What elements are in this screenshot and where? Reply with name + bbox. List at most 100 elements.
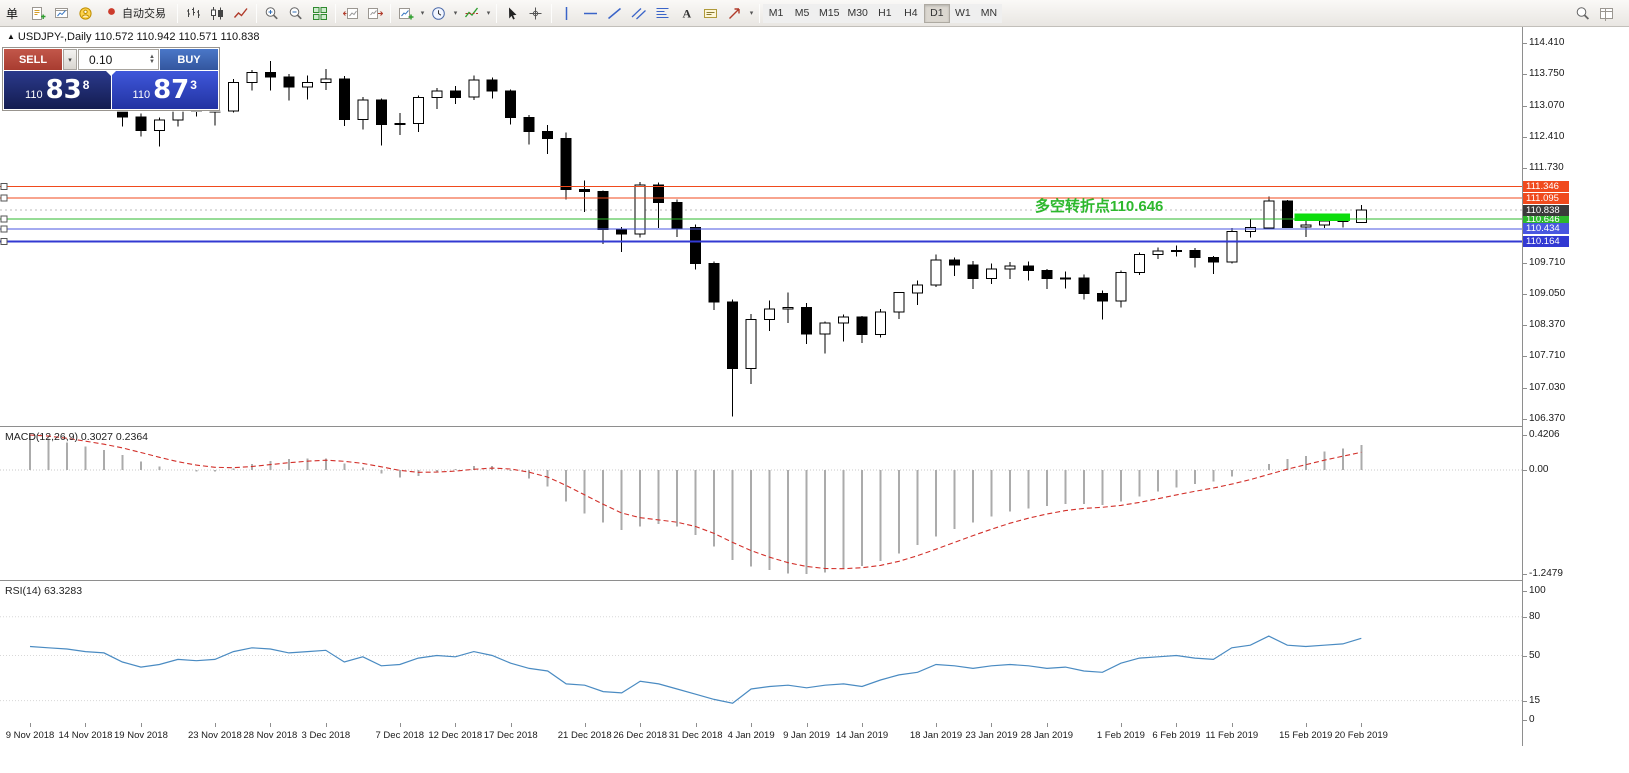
time-tick [1361, 723, 1363, 727]
panel-separator[interactable] [0, 426, 1629, 427]
timeframe-w1-button[interactable]: W1 [949, 3, 976, 23]
fibonacci-button[interactable] [651, 3, 675, 24]
layout-button[interactable] [1595, 3, 1619, 24]
candle [1023, 261, 1034, 281]
candle [634, 181, 646, 238]
text-label-button[interactable] [699, 3, 723, 24]
arrows-dropdown[interactable]: ▾ [749, 10, 754, 17]
time-axis-label: 28 Jan 2019 [1020, 730, 1074, 741]
line-anchor[interactable] [0, 238, 8, 246]
panel-separator[interactable] [0, 580, 1629, 581]
timeframe-m15-button[interactable]: M15 [815, 3, 844, 23]
candlestick-chart-button[interactable] [205, 3, 229, 24]
candle [1115, 270, 1127, 308]
time-tick [640, 723, 642, 727]
cursor-button[interactable] [500, 3, 524, 24]
new-chart-dropdown[interactable]: ▾ [420, 10, 425, 17]
tile-windows-button[interactable] [308, 3, 332, 24]
timeframe-m1-button[interactable]: M1 [763, 3, 790, 23]
timeframe-h1-button[interactable]: H1 [871, 3, 898, 23]
highlight-rectangle[interactable] [1294, 213, 1351, 222]
chart-shift-button[interactable] [339, 3, 363, 24]
horizontal-line-button[interactable] [579, 3, 603, 24]
new-order-button[interactable] [26, 3, 50, 24]
line-anchor[interactable] [0, 215, 8, 223]
timeframe-m30-button[interactable]: M30 [843, 3, 872, 23]
time-tick [1176, 723, 1178, 727]
toolbar-separator [256, 3, 258, 23]
trendline-button[interactable] [603, 3, 627, 24]
arrows-button[interactable] [723, 3, 747, 24]
time-axis-label: 23 Jan 2019 [965, 730, 1018, 741]
candle [1170, 245, 1182, 257]
period-clock-button[interactable] [427, 3, 451, 24]
tile-windows-icon [313, 6, 328, 20]
time-axis-label: 12 Dec 2018 [428, 730, 483, 741]
indicators-dropdown[interactable]: ▾ [486, 10, 491, 17]
sell-price-pip: 8 [82, 77, 90, 92]
time-tick [1046, 723, 1048, 727]
line-anchor[interactable] [0, 194, 8, 202]
zoom-in-button[interactable] [260, 3, 284, 24]
line-anchor[interactable] [0, 182, 8, 190]
time-tick [1305, 723, 1307, 727]
zoom-in-icon [265, 6, 278, 19]
axis-tick [1523, 136, 1527, 138]
volume-spinner[interactable]: ▲ ▼ [149, 53, 155, 65]
price-axis-label: 0.4206 [1529, 428, 1560, 440]
sell-price[interactable]: 110 83 8 [4, 71, 111, 109]
search-button[interactable] [1571, 3, 1595, 24]
timeframe-mn-button[interactable]: MN [975, 3, 1002, 23]
time-axis-label: 6 Feb 2019 [1152, 730, 1201, 741]
candle [1096, 290, 1108, 320]
crosshair-button[interactable] [524, 3, 548, 24]
time-axis-label: 19 Nov 2018 [114, 730, 168, 741]
chart-window-button[interactable] [50, 3, 74, 24]
horizontal-line-icon [584, 12, 598, 14]
buy-button[interactable]: BUY [160, 49, 218, 70]
volume-field[interactable]: 0.10 ▲ ▼ [78, 49, 159, 70]
toolbar: 单 自动交易 ▾ ▾ ▾ A ▾ M1 M5 M15 M30 H1 H4 D1 W1 MN [0, 0, 1629, 27]
vertical-line-button[interactable] [555, 3, 579, 24]
zoom-out-button[interactable] [284, 3, 308, 24]
time-axis: 9 Nov 2018 14 Nov 2018 19 Nov 2018 23 Nov 2… [0, 723, 1522, 746]
timeframe-h4-button[interactable]: H4 [897, 3, 924, 23]
time-axis-label: 17 Dec 2018 [483, 730, 538, 741]
indicators-button[interactable] [460, 3, 484, 24]
autotrading-button[interactable]: 自动交易 [98, 3, 174, 24]
timeframe-d1-button[interactable]: D1 [923, 3, 950, 23]
drawing-tools-group: A ▾ [555, 3, 756, 24]
period-clock-dropdown[interactable]: ▾ [453, 10, 458, 17]
sell-button[interactable]: SELL [4, 49, 62, 70]
line-chart-button[interactable] [229, 3, 253, 24]
bar-chart-button[interactable] [181, 3, 205, 24]
auto-scroll-button[interactable] [363, 3, 387, 24]
pivot-annotation[interactable]: 多空转折点110.646 [1035, 198, 1164, 215]
indicators-icon [464, 7, 479, 17]
price-axis-label: 113.750 [1529, 67, 1565, 79]
price-axis: 114.410 113.750 113.070 112.410 111.730 109.7… [1523, 27, 1629, 746]
equidistant-channel-button[interactable] [627, 3, 651, 24]
candle [708, 261, 720, 310]
time-axis-label: 9 Jan 2019 [783, 730, 831, 741]
time-tick [30, 723, 31, 727]
zoom-out-icon [289, 6, 302, 19]
timeframe-m5-button[interactable]: M5 [789, 3, 816, 23]
price-axis-label: 108.370 [1529, 319, 1566, 331]
candle [1078, 274, 1090, 300]
menu-label[interactable]: 单 [6, 6, 19, 21]
volume-dropdown-button[interactable]: ▾ [63, 49, 77, 70]
toolbar-separator [390, 3, 392, 23]
new-chart-button[interactable] [394, 3, 418, 24]
level-price-tag: 111.095 [1523, 192, 1569, 204]
line-anchor[interactable] [0, 225, 8, 233]
buy-price[interactable]: 110 87 3 [111, 71, 218, 109]
time-axis-label: 11 Feb 2019 [1205, 730, 1259, 741]
rsi-line [29, 635, 1362, 704]
price-axis-label: 100 [1529, 585, 1546, 596]
community-button[interactable] [74, 3, 98, 24]
candle [1355, 205, 1367, 223]
crosshair-icon [529, 7, 542, 19]
text-button[interactable]: A [675, 3, 699, 24]
axis-tick [1523, 700, 1527, 702]
